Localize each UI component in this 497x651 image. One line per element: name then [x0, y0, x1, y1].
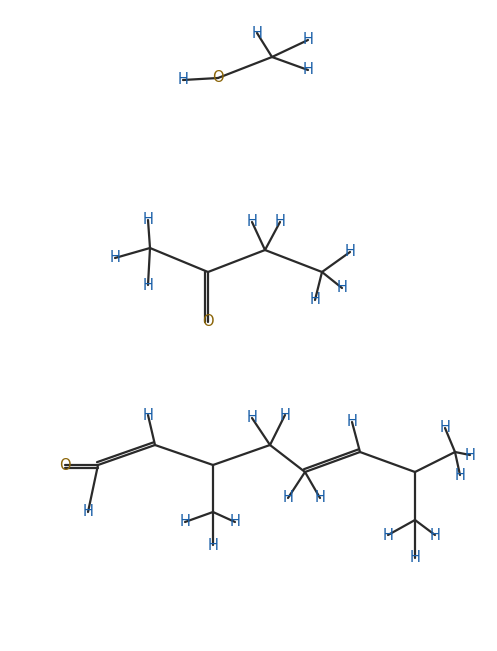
Text: H: H	[143, 212, 154, 227]
Text: H: H	[251, 25, 262, 40]
Text: H: H	[143, 277, 154, 292]
Text: H: H	[177, 72, 188, 87]
Text: H: H	[247, 214, 257, 230]
Text: H: H	[274, 214, 285, 230]
Text: H: H	[303, 62, 314, 77]
Text: H: H	[247, 411, 257, 426]
Text: O: O	[212, 70, 224, 85]
Text: H: H	[143, 408, 154, 422]
Text: H: H	[383, 527, 394, 542]
Text: O: O	[202, 314, 214, 329]
Text: O: O	[59, 458, 71, 473]
Text: H: H	[310, 292, 321, 307]
Text: H: H	[230, 514, 241, 529]
Text: H: H	[208, 538, 219, 553]
Text: H: H	[283, 490, 293, 505]
Text: H: H	[83, 505, 93, 519]
Text: H: H	[410, 551, 420, 566]
Text: H: H	[346, 415, 357, 430]
Text: H: H	[439, 421, 450, 436]
Text: H: H	[279, 408, 290, 422]
Text: H: H	[336, 281, 347, 296]
Text: H: H	[344, 245, 355, 260]
Text: H: H	[455, 467, 465, 482]
Text: H: H	[465, 447, 476, 462]
Text: H: H	[315, 490, 326, 505]
Text: H: H	[303, 33, 314, 48]
Text: H: H	[179, 514, 190, 529]
Text: H: H	[429, 527, 440, 542]
Text: H: H	[109, 251, 120, 266]
